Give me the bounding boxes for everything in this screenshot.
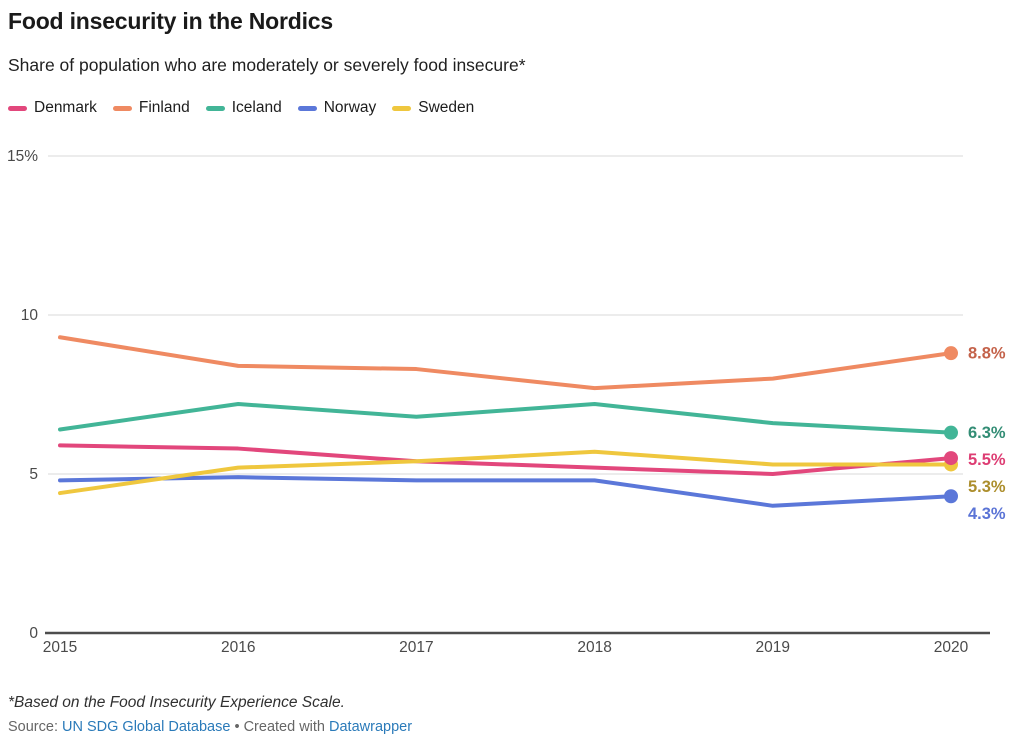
value-label-denmark: 5.5% (968, 451, 1006, 469)
legend-label: Sweden (418, 99, 475, 117)
series-line-finland[interactable] (58, 335, 953, 391)
created-with-text: Created with (243, 719, 330, 736)
page-title: Food insecurity in the Nordics (8, 8, 333, 34)
end-dot-finland[interactable] (944, 346, 958, 361)
series-line-iceland[interactable] (58, 402, 953, 435)
legend-item-finland: Finland (112, 99, 190, 117)
legend-item-sweden: Sweden (392, 99, 474, 117)
legend-item-iceland: Iceland (205, 99, 282, 117)
end-dot-norway[interactable] (944, 489, 958, 504)
legend-swatch-icon (392, 105, 412, 111)
value-label-iceland: 6.3% (968, 424, 1006, 442)
separator: • (230, 719, 244, 736)
x-tick-label: 2017 (399, 639, 433, 656)
x-tick-label: 2019 (756, 639, 790, 656)
chart-header: Food insecurity in the Nordics Share of … (0, 0, 1024, 118)
legend-swatch-icon (297, 105, 317, 111)
chart-area: 0 5 10 15% 2015 2016 2017 2018 2019 2020 8.8% 6.3% 5… (0, 140, 1024, 675)
value-label-sweden: 5.3% (968, 478, 1006, 496)
legend-swatch-icon (205, 105, 225, 111)
legend-swatch-icon (8, 105, 27, 111)
legend: Denmark Finland Iceland Norway Sweden (8, 98, 1016, 118)
x-tick-label: 2015 (43, 639, 77, 656)
y-tick-label: 5 (29, 466, 38, 483)
x-tick-label: 2018 (577, 639, 611, 656)
legend-swatch-icon (112, 105, 132, 111)
x-tick-label: 2020 (934, 639, 969, 656)
legend-label: Iceland (231, 99, 282, 117)
legend-item-norway: Norway (297, 99, 377, 117)
legend-label: Finland (138, 99, 190, 117)
legend-label: Norway (323, 99, 377, 117)
source-line: Source: UN SDG Global Database • Created… (8, 719, 1008, 735)
end-dot-iceland[interactable] (944, 425, 958, 440)
series-line-norway[interactable] (58, 475, 953, 508)
source-link[interactable]: UN SDG Global Database (62, 719, 231, 736)
chart-subtitle: Share of population who are moderately o… (8, 54, 526, 75)
series-line-denmark[interactable] (58, 443, 953, 476)
legend-item-denmark: Denmark (8, 99, 97, 117)
y-tick-label: 15% (7, 148, 38, 165)
y-tick-label: 10 (21, 307, 39, 324)
value-label-finland: 8.8% (968, 345, 1006, 363)
footnote: *Based on the Food Insecurity Experience… (8, 694, 345, 711)
y-tick-label: 0 (29, 625, 38, 642)
legend-label: Denmark (34, 99, 97, 117)
chart-footer: *Based on the Food Insecurity Experience… (8, 692, 1008, 735)
datawrapper-link[interactable]: Datawrapper (329, 719, 413, 736)
line-chart: 0 5 10 15% 2015 2016 2017 2018 2019 2020 8.8% 6.3% 5… (7, 148, 1006, 656)
source-prefix: Source: (8, 719, 62, 736)
value-label-norway: 4.3% (968, 505, 1006, 523)
series-line-sweden[interactable] (58, 449, 953, 496)
x-tick-label: 2016 (221, 639, 255, 656)
end-dot-denmark[interactable] (944, 451, 958, 466)
